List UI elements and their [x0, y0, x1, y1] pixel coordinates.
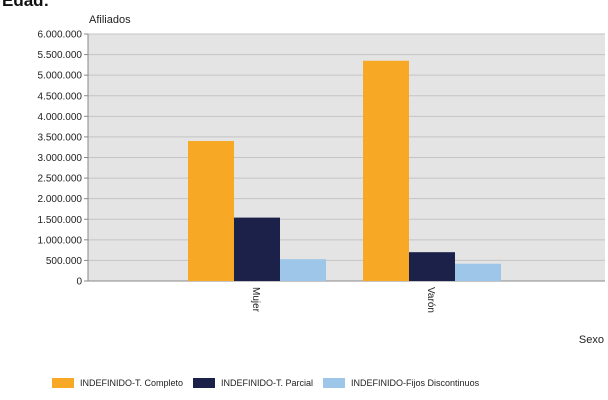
legend-swatch	[52, 378, 74, 388]
y-tick-label: 3.000.000	[38, 153, 83, 164]
x-category-label: Mujer	[250, 287, 261, 313]
x-axis-title: Sexo	[579, 334, 604, 346]
bar-varón-3	[455, 263, 501, 281]
legend: INDEFINIDO-T. Completo INDEFINIDO-T. Parc…	[52, 378, 604, 388]
y-tick-label: 1.000.000	[38, 235, 83, 246]
y-tick-label: 4.000.000	[38, 112, 83, 123]
legend-item-2: INDEFINIDO-T. Parcial	[193, 378, 313, 388]
y-tick-label: 5.000.000	[38, 71, 83, 82]
bar-varón-1	[363, 60, 409, 282]
y-axis-ticks: 0 500.000 1.000.000 1.500.000 2.000.000 2.500…	[38, 30, 89, 288]
legend-label: INDEFINIDO-T. Parcial	[221, 378, 314, 388]
legend-swatch	[193, 378, 216, 388]
bar-varón-2	[409, 252, 455, 281]
y-tick-label: 0	[76, 277, 82, 288]
bar-mujer-3	[280, 259, 326, 281]
y-tick-label: 3.500.000	[38, 132, 83, 143]
bars	[188, 60, 501, 282]
y-tick-label: 6.000.000	[38, 30, 83, 41]
y-tick-label: 500.000	[46, 256, 83, 267]
legend-label: INDEFINIDO-T. Completo	[80, 378, 184, 388]
y-tick-label: 5.500.000	[38, 50, 83, 61]
x-axis-categories: Mujer Varón	[250, 287, 436, 313]
bar-mujer-2	[234, 217, 280, 281]
x-category-label: Varón	[425, 287, 436, 313]
bar-mujer-1	[188, 141, 234, 281]
legend-label: INDEFINIDO-Fijos Discontinuos	[351, 378, 480, 388]
page-title: Edad:	[2, 0, 50, 10]
legend-swatch	[323, 378, 346, 388]
y-axis-title: Afiliados	[89, 14, 131, 26]
gridlines	[88, 33, 605, 282]
legend-item-3: INDEFINIDO-Fijos Discontinuos	[323, 378, 479, 388]
y-tick-label: 2.500.000	[38, 174, 83, 185]
legend-item-1: INDEFINIDO-T. Completo	[52, 378, 183, 388]
y-tick-label: 4.500.000	[38, 91, 83, 102]
y-tick-label: 2.000.000	[38, 194, 83, 205]
y-tick-label: 1.500.000	[38, 215, 83, 226]
